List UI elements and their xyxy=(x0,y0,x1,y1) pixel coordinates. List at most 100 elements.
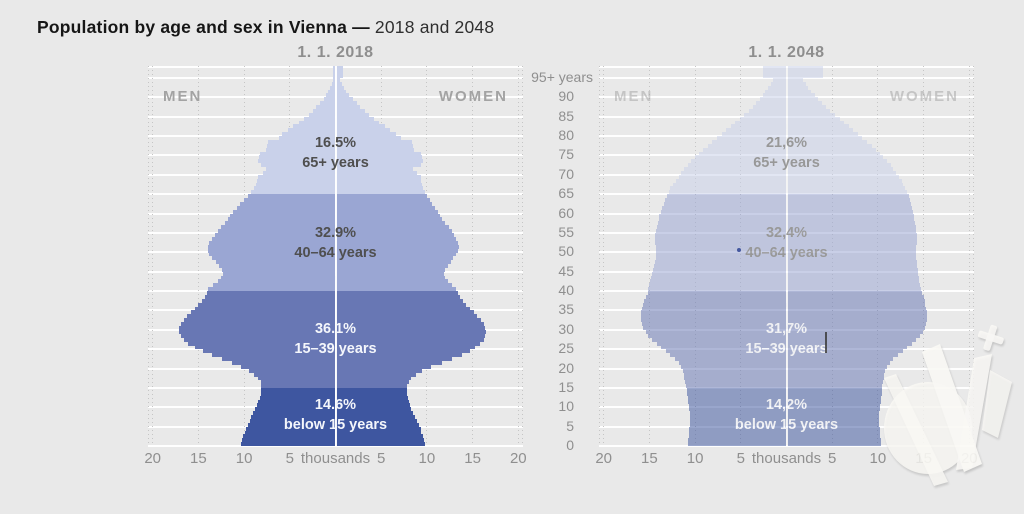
bar-women xyxy=(335,399,409,404)
bar-men xyxy=(655,256,787,261)
bar-women xyxy=(335,310,474,315)
bar-women xyxy=(335,182,423,187)
bar-men xyxy=(687,395,787,400)
bar-men xyxy=(326,93,336,98)
bar-women xyxy=(786,263,918,269)
bar-men xyxy=(645,329,787,334)
bar-men xyxy=(689,411,787,416)
segment-share: 14,2% xyxy=(765,397,808,413)
x-axis-unit-label: thousands xyxy=(300,450,371,467)
bar-women xyxy=(786,415,879,420)
bar-women xyxy=(335,322,484,327)
bar-women xyxy=(335,426,421,431)
bar-men xyxy=(207,287,336,292)
bar-women xyxy=(335,124,385,129)
women-label: WOMEN xyxy=(438,88,508,105)
bar-men xyxy=(256,178,336,183)
bar-women xyxy=(786,283,920,288)
bar-men xyxy=(181,333,336,338)
bar-women xyxy=(335,349,470,354)
bar-women xyxy=(335,116,374,121)
bar-women xyxy=(786,403,880,408)
bar-women xyxy=(335,314,478,319)
bar-men xyxy=(241,364,336,369)
bar-women xyxy=(786,438,881,443)
men-label: MEN xyxy=(163,88,203,105)
pyramid-bars: MEN WOMEN 21,6% 65+ years 32,4% 40–64 years 31… xyxy=(599,66,974,447)
bar-women xyxy=(335,178,422,183)
age-tick: 40 xyxy=(558,282,574,298)
segment-age-group: below 15 years xyxy=(283,417,388,433)
bar-women xyxy=(335,221,446,226)
bar-men xyxy=(688,430,787,435)
bar-women xyxy=(786,209,913,214)
bar-women xyxy=(335,139,413,145)
bar-men xyxy=(204,294,336,300)
bar-women xyxy=(786,170,897,176)
bar-women xyxy=(786,360,890,365)
bar-men xyxy=(212,236,336,241)
bar-women xyxy=(335,298,463,303)
bar-men xyxy=(653,267,787,272)
bar-women xyxy=(335,260,451,265)
bar-women xyxy=(335,205,436,210)
bar-women xyxy=(786,225,917,230)
bar-women xyxy=(786,97,819,102)
segment-age-group: 40–64 years xyxy=(745,244,828,261)
bar-women xyxy=(786,291,922,296)
age-tick: 0 xyxy=(566,437,574,453)
bar-women xyxy=(786,372,885,377)
bar-women xyxy=(335,232,455,238)
bar-women xyxy=(786,136,863,141)
bar-men xyxy=(207,244,336,249)
bar-men xyxy=(654,260,787,265)
bar-men xyxy=(251,415,336,420)
age-tick: 30 xyxy=(558,320,574,337)
bar-men xyxy=(762,93,787,98)
bar-men xyxy=(253,411,336,416)
age-tick: 90 xyxy=(558,88,574,105)
bar-women xyxy=(786,407,880,412)
bar-men xyxy=(744,112,787,117)
bar-women xyxy=(786,353,898,358)
bar-men xyxy=(323,97,336,102)
bar-men xyxy=(654,240,787,245)
bar-men xyxy=(662,205,787,210)
bar-women xyxy=(335,105,361,110)
bar-men xyxy=(227,217,336,222)
bar-men xyxy=(266,147,336,152)
population-pyramid-2018: MEN WOMEN 16.5% 65+ years 32.9% 40–64 years 36… xyxy=(148,66,523,447)
bar-men xyxy=(236,205,336,210)
bar-men xyxy=(670,186,787,191)
bar-men xyxy=(257,399,336,404)
bar-men xyxy=(689,415,787,420)
bar-men xyxy=(642,306,787,311)
bar-women xyxy=(335,240,458,245)
bar-women xyxy=(335,225,449,230)
bar-women xyxy=(335,438,425,443)
bar-men xyxy=(698,151,787,156)
bar-women xyxy=(335,229,452,234)
bar-women xyxy=(786,434,880,439)
bar-women xyxy=(786,252,917,257)
bar-women xyxy=(335,422,419,427)
bar-women xyxy=(335,364,432,369)
gridline-vertical xyxy=(968,66,970,446)
bar-men xyxy=(686,387,787,393)
x-axis-tick: 20 xyxy=(960,450,978,467)
segment-age-group: below 15 years xyxy=(734,417,839,433)
bar-women xyxy=(335,376,412,381)
bar-men xyxy=(659,213,787,218)
bar-women xyxy=(335,147,415,152)
bar-men xyxy=(213,283,336,288)
bar-men xyxy=(664,198,787,203)
bar-men xyxy=(251,190,336,195)
bar-women xyxy=(335,275,446,280)
x-axis-unit-label: thousands xyxy=(751,450,822,467)
bar-women xyxy=(786,279,920,284)
bar-men xyxy=(661,345,787,350)
bar-men xyxy=(688,426,787,431)
bar-women xyxy=(335,136,402,141)
bar-women xyxy=(786,213,914,218)
bar-men xyxy=(191,310,336,315)
